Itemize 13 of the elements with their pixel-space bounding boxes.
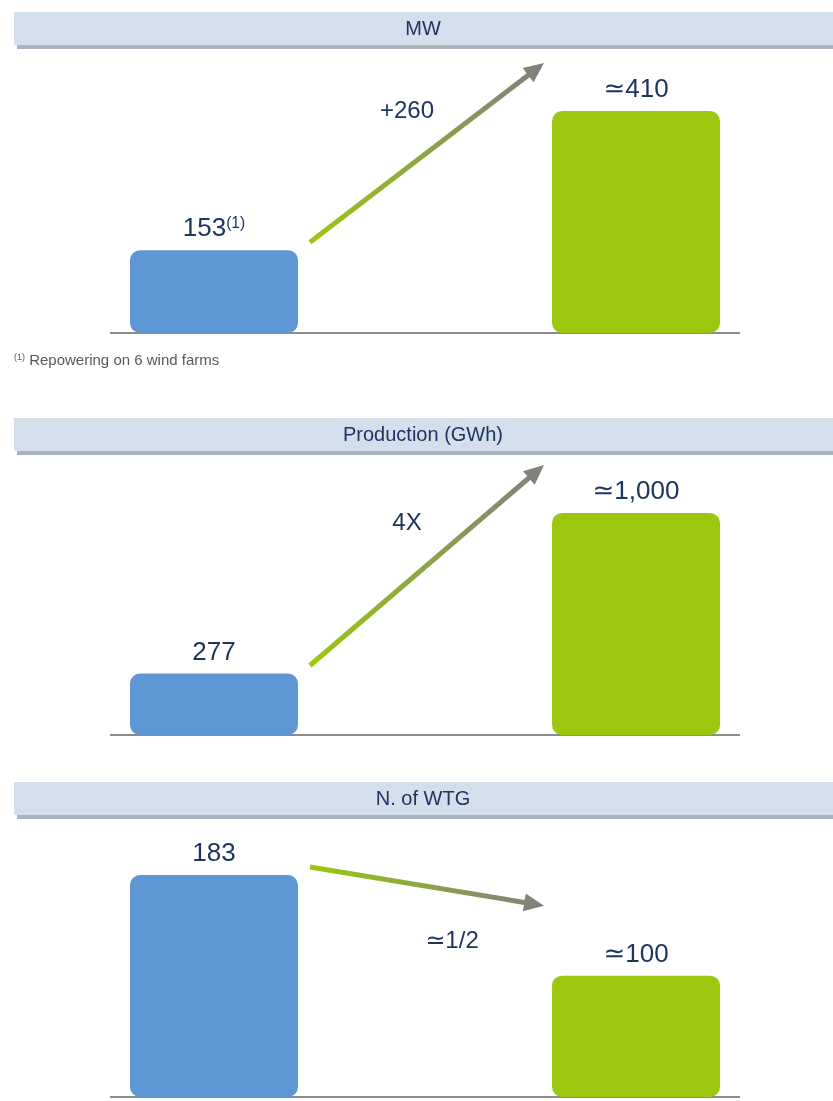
data-label: 153$^{(1)}$ <box>182 212 246 243</box>
chart-title: Production (GWh) <box>342 423 504 445</box>
annotation: ≃1/2 <box>425 926 479 954</box>
text: $^{(1)}$ Repowering on 6 wind farms <box>14 351 220 368</box>
chart-title: N. of WTG <box>375 787 471 809</box>
data-label: ≃410 <box>603 73 669 103</box>
data-label: 183 <box>192 837 236 867</box>
chart-title: MW <box>405 17 441 39</box>
annotation: +260 <box>379 95 435 123</box>
data-label: ≃100 <box>603 937 669 968</box>
data-label: 277 <box>192 635 236 666</box>
annotation: 4X <box>392 508 422 536</box>
data-label: ≃1,000 <box>592 475 680 505</box>
